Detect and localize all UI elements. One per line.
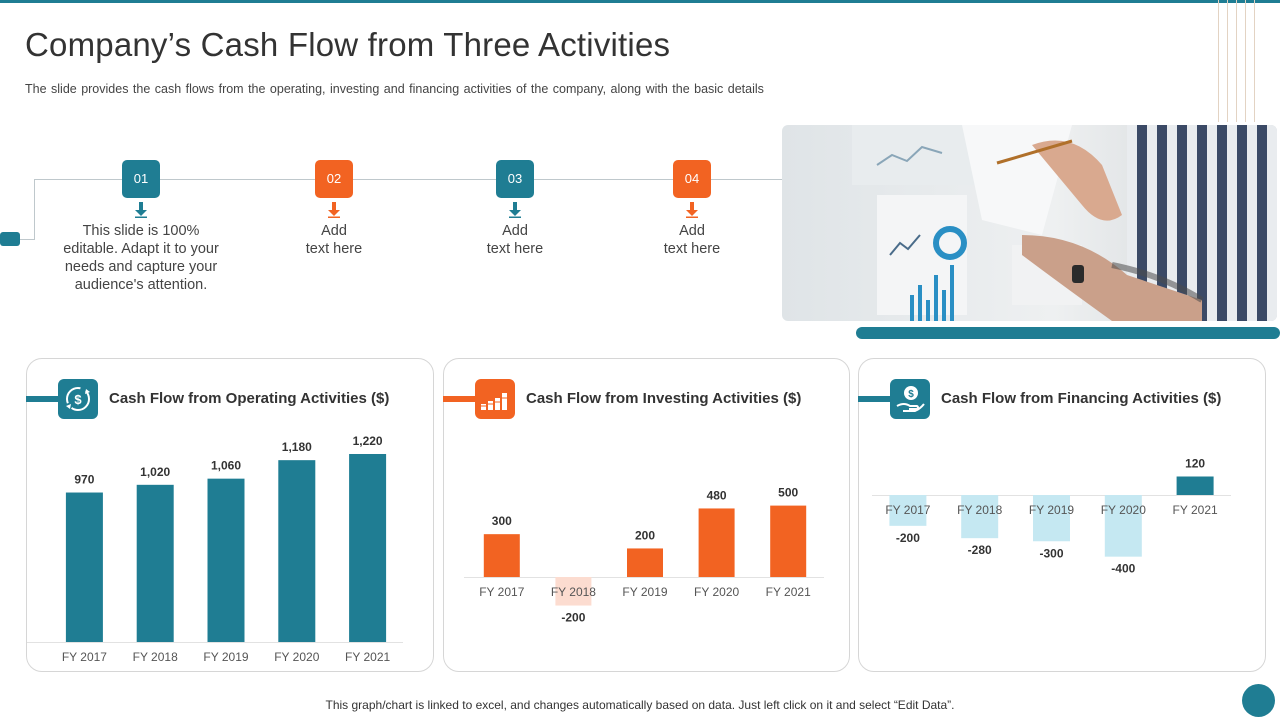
category-label: FY 2018 <box>957 503 1002 517</box>
bar-fy-2020 <box>1104 495 1142 557</box>
bar-fy-2019 <box>207 478 245 642</box>
timeline-connector <box>34 179 35 240</box>
timeline: 01 This slide is 100% editable. Adapt it … <box>0 150 790 310</box>
category-label: FY 2019 <box>203 650 248 664</box>
data-label: -200 <box>561 611 585 625</box>
data-label: 200 <box>635 528 655 542</box>
svg-text:$: $ <box>74 392 82 407</box>
bar-fy-2021 <box>1176 476 1214 495</box>
bar-fy-2021 <box>349 453 387 642</box>
decorative-lines <box>1218 0 1258 122</box>
category-label: FY 2020 <box>274 650 319 664</box>
financing-activities-card: $ Cash Flow from Financing Activities ($… <box>858 358 1266 672</box>
operating-activities-card: $ Cash Flow from Operating Activities ($… <box>26 358 434 672</box>
data-label: 1,060 <box>211 459 241 473</box>
category-label: FY 2017 <box>62 650 107 664</box>
bar-fy-2018 <box>961 495 999 539</box>
business-photo <box>782 125 1277 321</box>
page-subtitle: The slide provides the cash flows from t… <box>25 82 764 96</box>
down-arrow-icon <box>327 202 341 218</box>
timeline-step-3: 03 Add text here <box>415 160 615 258</box>
bar-fy-2017 <box>889 495 927 526</box>
bar-fy-2021 <box>770 505 807 577</box>
category-label: FY 2021 <box>766 585 811 599</box>
dollar-cycle-icon: $ <box>58 379 98 419</box>
bar-fy-2018 <box>136 484 174 642</box>
bar-fy-2020 <box>698 508 735 577</box>
category-label: FY 2020 <box>1101 503 1146 517</box>
chart-title: Cash Flow from Investing Activities ($) <box>526 390 802 407</box>
down-arrow-icon <box>134 202 148 218</box>
step-number-badge: 03 <box>496 160 534 198</box>
card-title-stub <box>26 396 58 402</box>
page-title: Company’s Cash Flow from Three Activitie… <box>25 26 671 63</box>
data-label: 1,220 <box>353 434 383 448</box>
svg-text:$: $ <box>908 389 914 400</box>
step-text: Add text here <box>663 223 721 257</box>
chart-title: Cash Flow from Financing Activities ($) <box>941 390 1222 407</box>
bar-fy-2019 <box>1033 495 1070 542</box>
timeline-connector-end <box>14 239 35 240</box>
category-label: FY 2018 <box>133 650 178 664</box>
bar-fy-2020 <box>278 460 316 642</box>
investing-bar-chart: 300 FY 2017 -200 FY 2018 200 FY 2019 480 FY 202… <box>464 486 824 625</box>
data-label: 120 <box>1185 456 1205 470</box>
data-label: -400 <box>1111 562 1135 576</box>
data-label: 1,180 <box>282 440 312 454</box>
corner-decoration <box>1242 684 1275 717</box>
card-title-stub <box>858 396 890 402</box>
timeline-step-1: 01 This slide is 100% editable. Adapt it … <box>41 160 241 294</box>
category-label: FY 2019 <box>622 585 667 599</box>
data-label: 1,020 <box>140 465 170 479</box>
footer-note: This graph/chart is linked to excel, and… <box>325 698 955 712</box>
step-number-badge: 04 <box>673 160 711 198</box>
down-arrow-icon <box>685 202 699 218</box>
card-title-stub <box>443 396 475 402</box>
operating-bar-chart: 970 FY 2017 1,020 FY 2018 1,060 FY 2019 1,180 F… <box>27 434 403 664</box>
step-text: This slide is 100% editable. Adapt it to … <box>63 223 219 293</box>
bar-fy-2017 <box>483 534 520 577</box>
category-label: FY 2021 <box>345 650 390 664</box>
bar-fy-2019 <box>627 548 663 577</box>
category-label: FY 2017 <box>479 585 524 599</box>
dollar-hand-icon: $ <box>890 379 930 419</box>
category-label: FY 2021 <box>1173 503 1218 517</box>
data-label: 480 <box>707 488 727 502</box>
timeline-step-2: 02 Add text here <box>234 160 434 258</box>
down-arrow-icon <box>508 202 522 218</box>
step-text: Add text here <box>486 223 544 257</box>
data-label: -280 <box>968 543 992 557</box>
financing-bar-chart: -200 FY 2017 -280 FY 2018 -300 FY 2019 -400 FY … <box>872 456 1231 576</box>
investing-activities-card: Cash Flow from Investing Activities ($) … <box>443 358 850 672</box>
data-label: 970 <box>74 473 94 487</box>
category-label: FY 2020 <box>694 585 739 599</box>
step-number-badge: 02 <box>315 160 353 198</box>
category-label: FY 2018 <box>551 585 596 599</box>
coin-stack-icon <box>475 379 515 419</box>
data-label: 500 <box>778 486 798 500</box>
timeline-step-4: 04 Add text here <box>592 160 792 258</box>
data-label: -200 <box>896 531 920 545</box>
bar-fy-2017 <box>65 492 103 642</box>
photo-accent-bar <box>856 327 1280 339</box>
step-number-badge: 01 <box>122 160 160 198</box>
data-label: 300 <box>492 514 512 528</box>
category-label: FY 2019 <box>1029 503 1074 517</box>
step-text: Add text here <box>305 223 363 257</box>
timeline-line <box>34 179 782 180</box>
category-label: FY 2017 <box>885 503 930 517</box>
bar-fy-2018 <box>555 577 592 606</box>
data-label: -300 <box>1039 546 1063 560</box>
chart-title: Cash Flow from Operating Activities ($) <box>109 390 390 407</box>
timeline-start-marker <box>0 232 20 246</box>
top-accent-bar <box>0 0 1280 3</box>
